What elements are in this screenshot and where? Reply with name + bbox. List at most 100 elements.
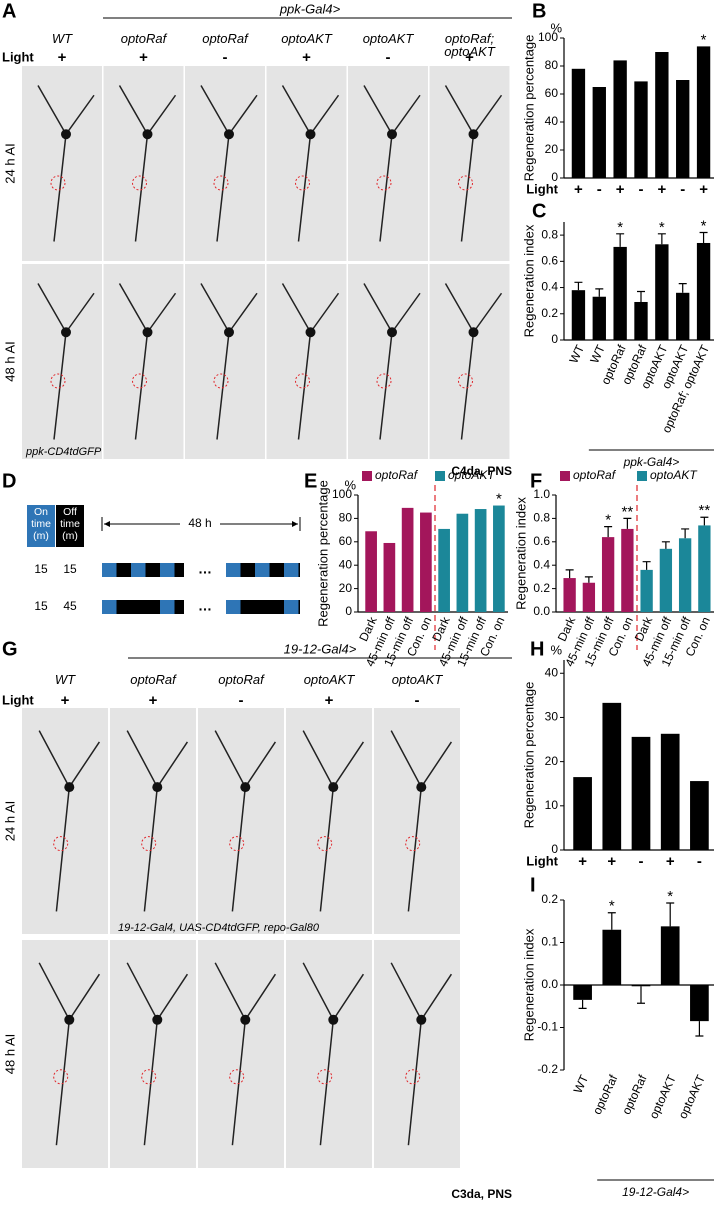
neuron-soma — [152, 1014, 163, 1025]
bar — [655, 244, 669, 340]
schedule-block — [240, 563, 255, 577]
injury-site — [458, 175, 473, 191]
injury-site — [213, 373, 229, 389]
error-bar — [637, 986, 645, 1004]
x-tick-label: - — [639, 181, 644, 198]
y-tick-label: 0 — [551, 332, 558, 346]
micrograph — [286, 708, 372, 934]
neuron-soma — [468, 327, 479, 338]
legend-swatch — [637, 471, 647, 481]
light-sign: + — [58, 49, 67, 66]
light-sign: + — [302, 49, 311, 66]
schedule-block — [269, 563, 284, 577]
significance: * — [659, 219, 665, 236]
genotype-label: optoRaf — [120, 32, 167, 46]
y-tick-label: 0.4 — [541, 280, 558, 294]
injury-site — [376, 175, 392, 191]
panel-label: F — [530, 470, 542, 492]
neuron-soma — [64, 782, 75, 793]
x-tick-label: + — [574, 181, 583, 198]
legend-label: optoRaf — [375, 468, 419, 482]
neuron-soma — [240, 782, 251, 793]
x-tick-label: optoAKT — [646, 1072, 679, 1121]
injury-site — [229, 1069, 245, 1085]
genotype-label-box: optoAKT — [392, 673, 443, 686]
neuron-soma — [142, 129, 153, 140]
x-tick-label: optoRaf — [590, 1072, 621, 1117]
timepoint-label: 48 h AI — [2, 1034, 17, 1074]
reporter-label: 19-12-Gal4, UAS-CD4tdGFP, repo-Gal80 — [118, 922, 320, 934]
y-tick-label: 100 — [332, 487, 352, 501]
schedule-block — [298, 563, 300, 577]
injury-site — [132, 373, 147, 389]
significance: * — [701, 217, 707, 234]
injury-site — [50, 175, 66, 191]
x-tick-label: + — [657, 181, 666, 198]
error-bar — [578, 999, 587, 1009]
error-bar — [607, 912, 616, 930]
x-tick-label: - — [639, 853, 644, 870]
y-tick-label: 0.4 — [533, 557, 550, 571]
bar — [474, 509, 487, 612]
y-tick-label: 60 — [339, 534, 353, 548]
micrograph — [286, 940, 372, 1168]
bar — [573, 985, 592, 1000]
genotype-label: WT — [51, 32, 73, 46]
y-tick-label: 40 — [545, 665, 559, 679]
schedule-header: Off time (m) — [60, 506, 80, 542]
genotype-label-box: optoAKT — [363, 32, 414, 45]
error-bar — [695, 1021, 704, 1037]
bar — [573, 777, 592, 850]
reporter-label: ppk-CD4tdGFP — [25, 446, 102, 458]
legend-swatch — [435, 471, 445, 481]
error-bar — [666, 902, 675, 927]
y-axis-label: Regeneration index — [521, 224, 536, 337]
y-tick-label: 0.0 — [541, 977, 558, 991]
significance: * — [701, 31, 707, 48]
light-sign: + — [149, 692, 158, 709]
panel-label: E — [304, 470, 317, 492]
injury-site — [229, 836, 245, 852]
x-tick-label: - — [697, 853, 702, 870]
panel-label: H — [530, 638, 544, 660]
micrograph — [22, 708, 108, 934]
timepoint-label: 24 h AI — [2, 801, 17, 841]
bar — [696, 242, 711, 340]
bar — [698, 525, 711, 612]
x-tick-label: + — [616, 181, 625, 198]
neuron-soma — [387, 129, 397, 140]
panel-label: C — [532, 200, 546, 222]
schedule-block — [174, 600, 184, 614]
injury-site — [53, 1069, 69, 1085]
injury-site — [295, 373, 310, 389]
category-title: Light — [526, 181, 558, 196]
genotype-label-box: WT — [51, 32, 73, 46]
neuron-soma — [224, 327, 234, 338]
schedule-block — [116, 600, 160, 614]
bar — [655, 52, 669, 178]
schedule-block — [226, 600, 241, 614]
micrograph — [198, 708, 284, 934]
bar — [563, 578, 576, 612]
schedule-header-bg — [56, 505, 84, 547]
group-label: ppk-Gal4> — [623, 455, 680, 469]
timepoint-label: 48 h AI — [2, 341, 17, 381]
significance: * — [667, 888, 673, 905]
error-bar — [595, 288, 604, 297]
bar — [696, 46, 711, 179]
x-tick-label: + — [607, 853, 616, 870]
neuron-soma — [224, 129, 234, 140]
significance: * — [609, 898, 615, 915]
injury-site — [213, 175, 229, 191]
panel-label: D — [2, 470, 16, 492]
y-unit: % — [550, 642, 562, 657]
y-tick-label: 0 — [551, 170, 558, 184]
y-unit: % — [550, 20, 562, 35]
bar — [592, 87, 606, 178]
injury-site — [317, 1069, 333, 1085]
y-tick-label: 80 — [339, 511, 353, 525]
x-tick-label: WT — [587, 342, 608, 365]
neuron-soma — [468, 129, 479, 140]
schedule-block — [284, 600, 299, 614]
